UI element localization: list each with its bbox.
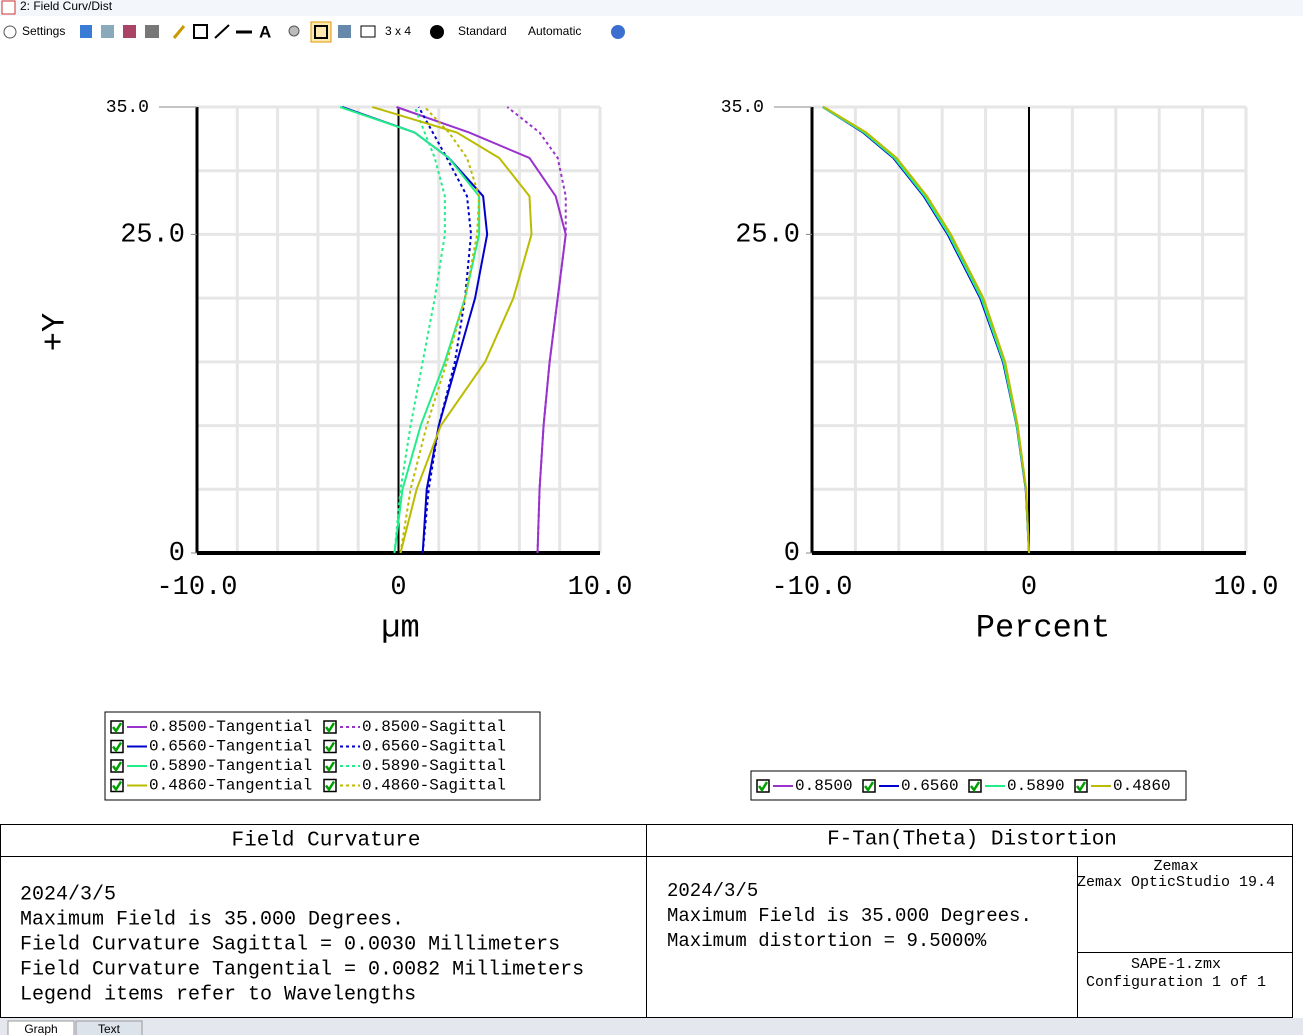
x-tick-label: 10.0 [1214, 573, 1279, 603]
curve [822, 106, 1030, 554]
legend-label: 0.5890 [1007, 777, 1065, 795]
save-icon[interactable] [123, 25, 136, 38]
x-tick-label: 10.0 [568, 573, 633, 603]
curve [372, 106, 533, 554]
info-line: Field Curvature Tangential = 0.0082 Mill… [20, 958, 584, 981]
arrow-icon[interactable] [214, 24, 230, 39]
curve [396, 106, 567, 554]
legend-check [112, 761, 123, 773]
legend-label: 0.5890-Tangential [149, 757, 312, 775]
stamp-line: Zemax OpticStudio 19.4 [1077, 874, 1275, 891]
curve [339, 106, 481, 554]
y-tick-label: 0 [784, 539, 800, 569]
legends: 0.8500-Tangential 0.8500-Sagittal 0.6560-T… [110, 718, 1171, 795]
info-line: 2024/3/5 [20, 883, 116, 906]
y-axis-label: +Y [36, 313, 73, 351]
legend-label: 0.6560 [901, 777, 959, 795]
info-line: Maximum distortion = 9.5000% [667, 930, 987, 952]
legend-left [104, 711, 541, 801]
print-icon[interactable] [145, 25, 159, 38]
window-icon-2[interactable] [338, 25, 351, 38]
legend-label: 0.5890-Sagittal [362, 757, 506, 775]
y-tick-label: 35.0 [106, 98, 149, 118]
info-line: Legend items refer to Wavelengths [20, 983, 416, 1006]
layout-icon-inner [314, 25, 328, 39]
x-axis-label: Percent [976, 609, 1110, 646]
legend-check [112, 780, 123, 792]
curve [822, 106, 1030, 554]
legend-check [325, 780, 336, 792]
legend-check [112, 722, 123, 734]
settings-toggle[interactable] [3, 25, 17, 39]
legend-label: 0.8500 [795, 777, 853, 795]
file-line: Configuration 1 of 1 [1086, 974, 1266, 991]
refresh-icon[interactable] [80, 25, 92, 38]
legend-label: 0.4860-Sagittal [362, 777, 506, 795]
info-line: Field Curvature Sagittal = 0.0030 Millim… [20, 933, 560, 956]
x-tick-label: 0 [390, 573, 406, 603]
curve [341, 106, 489, 554]
x-tick-label: 0 [1021, 573, 1037, 603]
curve [417, 106, 473, 554]
help-icon[interactable] [611, 25, 625, 39]
y-tick-label: 0 [169, 539, 185, 569]
y-tick-label: 25.0 [120, 221, 185, 251]
info-line: 2024/3/5 [667, 880, 758, 902]
legend-label: 0.6560-Sagittal [362, 738, 506, 756]
settings-button[interactable]: Settings [22, 24, 65, 38]
text-icon[interactable]: A [259, 22, 271, 41]
legend-check [325, 741, 336, 753]
curve [506, 106, 567, 554]
file-line: SAPE-1.zmx [1131, 956, 1221, 973]
legend-check [758, 781, 769, 793]
legend-label: 0.8500-Tangential [149, 718, 312, 736]
y-tick-label: 25.0 [735, 221, 800, 251]
legend-check [970, 781, 981, 793]
rect-icon[interactable] [193, 24, 208, 39]
info-line: Maximum Field is 35.000 Degrees. [667, 905, 1032, 927]
tabs: Graph Text [7, 1020, 143, 1035]
info-title: F-Tan(Theta) Distortion [827, 829, 1117, 852]
x-axis-label: µm [381, 609, 419, 646]
info-title: Field Curvature [231, 830, 420, 853]
copy-icon[interactable] [101, 25, 114, 38]
legend-check [1076, 781, 1087, 793]
tab[interactable] [7, 1020, 75, 1035]
tab-bar [0, 1018, 1303, 1035]
scale-dropdown[interactable]: Automatic [528, 24, 581, 38]
tab[interactable] [75, 1020, 143, 1035]
curve [823, 106, 1030, 554]
toolbar [0, 16, 1303, 48]
legend-label: 0.6560-Tangential [149, 738, 312, 756]
legend-label: 0.4860-Tangential [149, 777, 312, 795]
window-icon [1, 0, 16, 15]
stamp-line: Zemax [1153, 858, 1198, 875]
window-title: 2: Field Curv/Dist [20, 0, 113, 13]
legend-check [112, 741, 123, 753]
stack-icon[interactable] [360, 25, 376, 38]
curve [393, 106, 446, 554]
style-dropdown[interactable]: Standard [458, 24, 507, 38]
layout-dropdown[interactable]: 3 x 4 [385, 24, 411, 38]
pencil-icon[interactable] [172, 25, 186, 39]
legend-check [325, 761, 336, 773]
info-line: Maximum Field is 35.000 Degrees. [20, 908, 404, 931]
legend-label: 0.4860 [1113, 777, 1171, 795]
legend-check [864, 781, 875, 793]
power-icon[interactable] [430, 25, 444, 39]
lock-icon[interactable] [288, 25, 300, 37]
curve [399, 106, 481, 554]
tab-label[interactable]: Text [98, 1022, 121, 1035]
legend-label: 0.8500-Sagittal [362, 718, 506, 736]
legend-check [325, 722, 336, 734]
curve [822, 106, 1030, 554]
tab-label[interactable]: Graph [24, 1022, 57, 1035]
charts: 0 25.0 35.0 -10.0 0 10.0 µm +Y 0 25.0 35.0 -10.0 0 10… [36, 98, 1278, 647]
x-tick-label: -10.0 [771, 573, 852, 603]
x-tick-label: -10.0 [156, 573, 237, 603]
y-tick-label: 35.0 [721, 98, 764, 118]
title-bar [0, 0, 1303, 16]
